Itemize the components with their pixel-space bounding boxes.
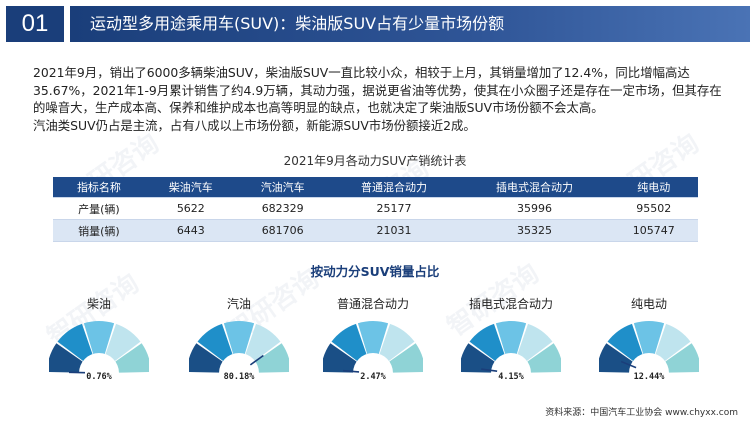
source-note: 资料来源：中国汽车工业协会 www.chyxx.com xyxy=(545,408,738,418)
gauge-2: 汽油 80.18% xyxy=(184,295,294,390)
gauge-value-label: 12.44% xyxy=(633,372,665,382)
gauge-needle xyxy=(249,354,264,366)
title-bar: 运动型多用途乘用车(SUV)：柴油版SUV占有少量市场份额 xyxy=(70,6,750,42)
section-number: 01 xyxy=(6,6,64,42)
description-paragraph: 2021年9月，销出了6000多辆柴油SUV，柴油版SUV一直比较小众，相较于上… xyxy=(33,64,723,134)
table-cell: 95502 xyxy=(609,197,698,220)
paragraph-text: 汽油类SUV仍占是主流，占有八成以上市场份额，新能源SUV市场份额接近2成。 xyxy=(33,117,476,133)
page-title: 运动型多用途乘用车(SUV)：柴油版SUV占有少量市场份额 xyxy=(90,14,505,33)
gauge-value-label: 4.15% xyxy=(498,372,524,382)
stats-table: 指标名称 柴油汽车 汽油汽车 普通混合动力 插电式混合动力 纯电动 产量(辆) … xyxy=(53,177,698,242)
gauge-label: 纯电动 xyxy=(630,297,667,311)
gauge-3: 普通混合动力 2.47% xyxy=(318,295,428,390)
gauge-label: 汽油 xyxy=(226,297,251,311)
gauge-label: 普通混合动力 xyxy=(336,297,409,311)
gauge-hub xyxy=(219,353,259,373)
table-title: 2021年9月各动力SUV产销统计表 xyxy=(283,154,467,168)
table-cell: 21031 xyxy=(328,219,460,242)
gauge-band xyxy=(223,321,255,373)
gauge-band xyxy=(495,321,527,373)
gauge-value-label: 2.47% xyxy=(360,372,386,382)
gauge-svg xyxy=(189,321,289,373)
gauge-band xyxy=(357,321,389,373)
gauge-svg xyxy=(461,321,561,373)
gauge-needle xyxy=(620,360,637,369)
gauge-svg xyxy=(49,321,149,374)
gauge-hub xyxy=(491,353,531,373)
gauge-4: 插电式混合动力 4.15% xyxy=(456,295,566,390)
header: 01 运动型多用途乘用车(SUV)：柴油版SUV占有少量市场份额 xyxy=(0,0,750,46)
table-cell: 6443 xyxy=(144,219,237,242)
table-cell: 105747 xyxy=(609,219,698,242)
gauge-1: 柴油 0.76% xyxy=(44,295,154,390)
table-cell: 销量(辆) xyxy=(53,219,145,242)
table-header-row: 指标名称 柴油汽车 汽油汽车 普通混合动力 插电式混合动力 纯电动 xyxy=(53,177,698,198)
gauge-hub xyxy=(629,353,669,373)
table-cell: 682329 xyxy=(236,197,329,220)
table-cell: 681706 xyxy=(236,219,329,242)
column-header: 汽油汽车 xyxy=(236,177,329,198)
table-cell: 35325 xyxy=(459,219,610,242)
column-header: 指标名称 xyxy=(53,177,145,198)
gauge-value-label: 0.76% xyxy=(86,372,112,382)
gauge-5: 纯电动 12.44% xyxy=(594,295,704,390)
gauge-band xyxy=(83,321,115,373)
paragraph-text: 2021年9月，销出了6000多辆柴油SUV，柴油版SUV一直比较小众，相较于上… xyxy=(33,65,722,115)
column-header: 纯电动 xyxy=(609,177,698,198)
gauge-label: 插电式混合动力 xyxy=(468,297,553,311)
gauge-needle xyxy=(481,368,498,372)
gauge-svg xyxy=(323,321,423,373)
table-row: 产量(辆) 5622 682329 25177 35996 95502 xyxy=(53,197,698,220)
table-cell: 35996 xyxy=(459,197,610,220)
gauge-value-label: 80.18% xyxy=(223,372,255,382)
table-cell: 5622 xyxy=(144,197,237,220)
gauge-hub xyxy=(79,353,119,373)
column-header: 普通混合动力 xyxy=(328,177,460,198)
column-header: 柴油汽车 xyxy=(144,177,237,198)
gauge-band xyxy=(633,321,665,373)
column-header: 插电式混合动力 xyxy=(459,177,610,198)
gauge-hub xyxy=(353,353,393,373)
table-cell: 产量(辆) xyxy=(53,197,145,220)
table-cell: 25177 xyxy=(328,197,460,220)
gauge-label: 柴油 xyxy=(86,297,111,311)
gauge-svg xyxy=(599,321,699,373)
table-row: 销量(辆) 6443 681706 21031 35325 105747 xyxy=(53,219,698,242)
gauge-needle xyxy=(343,369,360,373)
chart-section-title: 按动力分SUV销量占比 xyxy=(310,264,440,279)
